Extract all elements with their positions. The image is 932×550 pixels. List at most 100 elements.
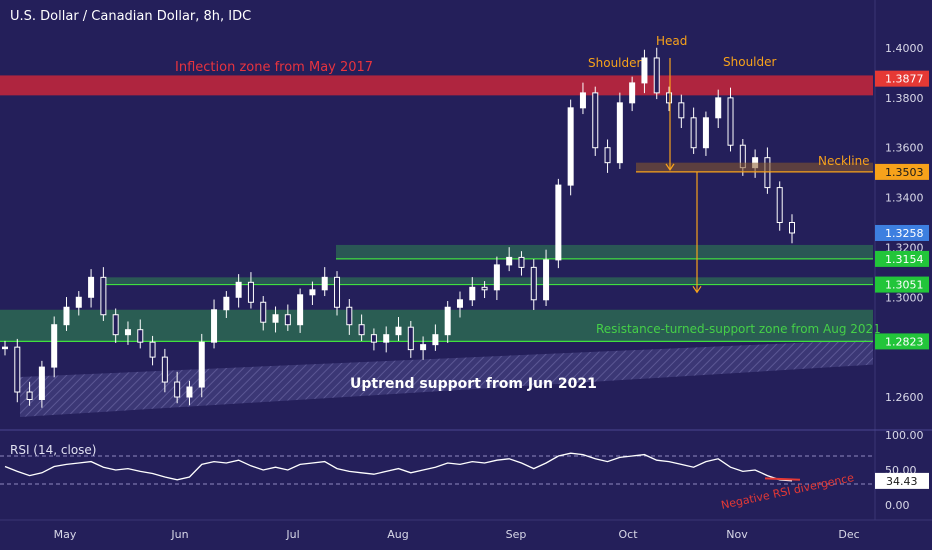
candle-body bbox=[346, 306, 353, 326]
candle-body bbox=[26, 391, 33, 400]
candle-body bbox=[100, 276, 107, 316]
month-label: Aug bbox=[387, 528, 408, 541]
candle-body bbox=[370, 334, 377, 343]
candle-body bbox=[616, 102, 623, 164]
candle-body bbox=[223, 296, 230, 311]
month-label: Nov bbox=[726, 528, 748, 541]
uptrend-channel bbox=[20, 339, 873, 417]
time-axis-ticks: May Jun Jul Aug Sep Oct Nov Dec bbox=[54, 528, 860, 541]
candle-body bbox=[137, 329, 144, 343]
price-label-text: 1.3258 bbox=[885, 227, 924, 240]
candle-body bbox=[235, 281, 242, 298]
candle-body bbox=[456, 299, 463, 308]
chart-title: U.S. Dollar / Canadian Dollar, 8h, IDC bbox=[10, 9, 251, 24]
candle-body bbox=[211, 309, 218, 343]
rsi-line bbox=[4, 452, 793, 482]
candle-body bbox=[383, 334, 390, 343]
price-tick-label: 1.3000 bbox=[885, 291, 924, 304]
price-label-box bbox=[875, 163, 929, 180]
candle-body bbox=[592, 92, 599, 149]
candle-body bbox=[469, 286, 476, 301]
candle-body bbox=[358, 324, 365, 336]
candle-body bbox=[272, 314, 279, 323]
candle-body bbox=[14, 346, 21, 393]
month-label: Dec bbox=[838, 528, 859, 541]
rsi-divergence-line bbox=[764, 477, 801, 481]
candle-body bbox=[493, 264, 500, 291]
price-label-box bbox=[875, 333, 929, 350]
candle-body bbox=[395, 326, 402, 336]
head-and-shoulders-pattern: Shoulder Head Shoulder Neckline bbox=[588, 34, 873, 294]
candle-body bbox=[641, 57, 648, 84]
candle-body bbox=[75, 296, 82, 308]
candle-body bbox=[112, 314, 119, 336]
candle-body bbox=[432, 334, 439, 346]
candle-body bbox=[284, 314, 291, 326]
candle-body bbox=[247, 281, 254, 303]
resistance-support-zone-label: Resistance-turned-support zone from Aug … bbox=[596, 322, 881, 336]
candle-body bbox=[2, 346, 8, 350]
price-label-text: 1.3877 bbox=[885, 73, 924, 86]
candle-body bbox=[653, 57, 660, 94]
price-label-text: 1.2823 bbox=[885, 335, 924, 348]
candle-body bbox=[789, 222, 795, 234]
candle-body bbox=[174, 381, 181, 398]
zone-upper-green bbox=[336, 244, 873, 259]
price-label-box bbox=[875, 224, 929, 241]
price-tick-label: 1.3400 bbox=[885, 192, 924, 205]
candle-body bbox=[407, 326, 414, 351]
inflection-zone-label: Inflection zone from May 2017 bbox=[175, 60, 373, 75]
candle-body bbox=[481, 286, 488, 291]
month-label: May bbox=[54, 528, 77, 541]
candle-body bbox=[629, 82, 636, 104]
price-tick-label: 1.2600 bbox=[885, 391, 924, 404]
candle-body bbox=[764, 157, 771, 189]
month-label: Sep bbox=[506, 528, 527, 541]
rsi-label: RSI (14, close) bbox=[10, 443, 96, 457]
candle-body bbox=[124, 329, 131, 336]
candle-body bbox=[530, 266, 537, 301]
price-label-box bbox=[875, 276, 929, 293]
price-tick-label: 1.3800 bbox=[885, 92, 924, 105]
price-label-text: 1.3503 bbox=[885, 166, 924, 179]
price-label-text: 1.3051 bbox=[885, 279, 924, 292]
candle-body bbox=[334, 276, 341, 308]
candle-body bbox=[420, 344, 427, 351]
candle-body bbox=[555, 184, 562, 261]
head-arrow-tip bbox=[665, 163, 675, 171]
price-axis-ticks: 1.40001.38001.36001.34001.32001.30001.26… bbox=[885, 42, 924, 404]
rsi-current-value: 34.43 bbox=[886, 475, 918, 488]
uptrend-support-label: Uptrend support from Jun 2021 bbox=[350, 376, 597, 392]
candle-body bbox=[51, 324, 58, 368]
candle-body bbox=[518, 256, 525, 268]
candle-body bbox=[186, 386, 193, 398]
candle-body bbox=[444, 306, 451, 336]
candle-body bbox=[161, 356, 168, 383]
candle-body bbox=[727, 97, 734, 146]
rsi-tick-label: 100.00 bbox=[885, 429, 924, 442]
candle-body bbox=[506, 256, 513, 266]
candle-body bbox=[38, 366, 45, 400]
candle-body bbox=[666, 92, 673, 104]
left-shoulder-label: Shoulder bbox=[588, 56, 642, 70]
candle-body bbox=[88, 276, 95, 298]
candle-body bbox=[297, 294, 304, 326]
candle-body bbox=[604, 147, 611, 164]
month-label: Jun bbox=[170, 528, 188, 541]
price-label-box bbox=[875, 250, 929, 267]
price-label-text: 1.3154 bbox=[885, 253, 924, 266]
head-label: Head bbox=[656, 34, 687, 48]
right-shoulder-label: Shoulder bbox=[723, 55, 777, 69]
candle-body bbox=[309, 289, 316, 296]
rsi-current-box bbox=[875, 472, 929, 489]
candle-body bbox=[321, 276, 328, 291]
month-label: Oct bbox=[618, 528, 638, 541]
candle-body bbox=[543, 259, 550, 301]
candle-body bbox=[567, 107, 574, 186]
candle-body bbox=[579, 92, 586, 109]
price-label-box bbox=[875, 70, 929, 87]
candle-body bbox=[63, 306, 70, 326]
price-tick-label: 1.4000 bbox=[885, 42, 924, 55]
rsi-tick-label: 0.00 bbox=[885, 499, 910, 512]
